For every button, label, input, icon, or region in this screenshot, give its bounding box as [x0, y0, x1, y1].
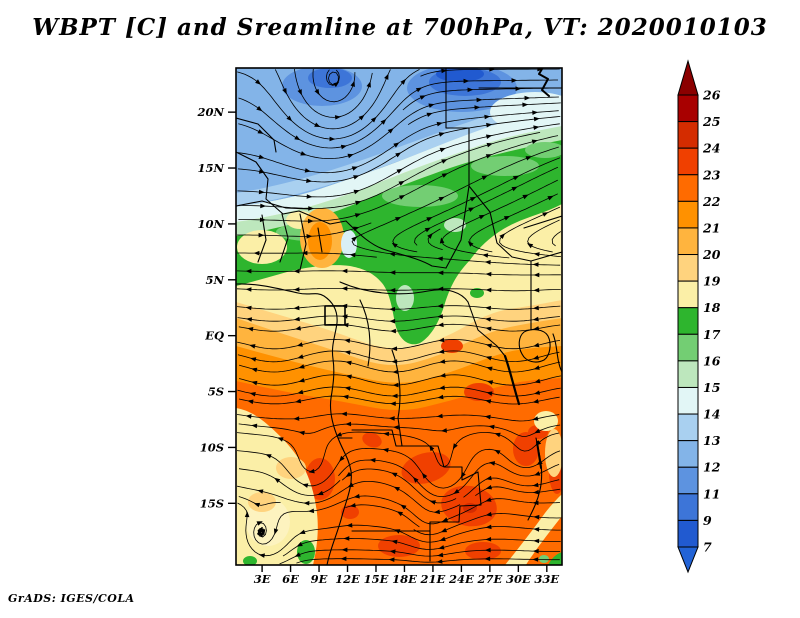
colorbar-segment — [677, 280, 699, 309]
colorbar-segment — [677, 413, 699, 442]
colorbar-segment — [677, 200, 699, 229]
lat-label: 15N — [197, 161, 224, 175]
colorbar-segment — [677, 227, 699, 256]
colorbar-label: 21 — [702, 220, 720, 235]
colorbar-top-arrow — [677, 59, 699, 96]
field-fill — [236, 68, 562, 565]
colorbar-label: 16 — [703, 353, 721, 368]
lon-label: 27E — [476, 572, 502, 586]
colorbar-segment — [677, 147, 699, 176]
colorbar-label: 12 — [703, 460, 721, 475]
lon-label: 18E — [392, 572, 417, 586]
colorbar-segment — [677, 94, 699, 123]
colorbar-segment — [677, 121, 699, 149]
lon-label: 9E — [311, 572, 328, 586]
lon-label: 12E — [335, 572, 360, 586]
lon-label: 3E — [254, 572, 271, 586]
grads-credit: GrADS: IGES/COLA — [8, 592, 135, 605]
colorbar-label: 14 — [703, 407, 720, 422]
colorbar-label: 24 — [702, 141, 720, 156]
colorbar-label: 17 — [703, 327, 721, 342]
colorbar-label: 11 — [703, 486, 720, 501]
colorbar-segment — [677, 174, 699, 202]
map-frame — [235, 67, 563, 566]
colorbar-label: 26 — [702, 88, 721, 103]
colorbar-label: 20 — [702, 247, 721, 262]
lon-label: 33E — [534, 572, 559, 586]
colorbar-label: 19 — [703, 274, 721, 289]
colorbar-segment — [677, 386, 699, 415]
lat-label: EQ — [204, 329, 224, 343]
colorbar-segment — [677, 466, 699, 495]
colorbar-segment — [677, 254, 699, 282]
plot-title: WBPT [C] and Sreamline at 700hPa, VT: 20… — [32, 14, 768, 41]
colorbar-label: 23 — [702, 167, 721, 182]
colorbar-label: 13 — [703, 433, 721, 448]
colorbar-segment — [677, 333, 699, 362]
lat-label: 10S — [200, 440, 224, 454]
lon-label: 6E — [282, 572, 299, 586]
colorbar-label: 9 — [703, 513, 712, 528]
colorbar-label: 22 — [702, 194, 721, 209]
colorbar-segment — [677, 360, 699, 388]
lon-label: 15E — [364, 572, 389, 586]
lake-tanganyika — [503, 354, 521, 406]
lon-label: 24E — [448, 572, 474, 586]
colorbar-label: 18 — [703, 300, 721, 315]
nile-squiggle — [538, 68, 550, 97]
colorbar-segment — [677, 519, 699, 548]
lat-label: 20N — [196, 105, 224, 119]
lat-label: 5N — [205, 273, 224, 287]
colorbar-segment — [677, 307, 699, 335]
lon-label: 30E — [506, 572, 531, 586]
colorbar-segment — [677, 493, 699, 521]
lat-label: 5S — [208, 385, 224, 399]
colorbar-label: 25 — [702, 114, 720, 129]
lon-label: 21E — [420, 572, 446, 586]
colorbar-label: 7 — [703, 540, 712, 555]
colorbar-bottom-arrow — [677, 546, 699, 574]
colorbar: 26 25 24 23 22 21 20 19 18 17 16 15 14 13 12 11 9 7 — [677, 59, 721, 574]
lat-label: 15S — [200, 496, 224, 510]
colorbar-label: 15 — [703, 380, 720, 395]
lat-label: 10N — [197, 217, 224, 231]
colorbar-segment — [677, 440, 699, 468]
